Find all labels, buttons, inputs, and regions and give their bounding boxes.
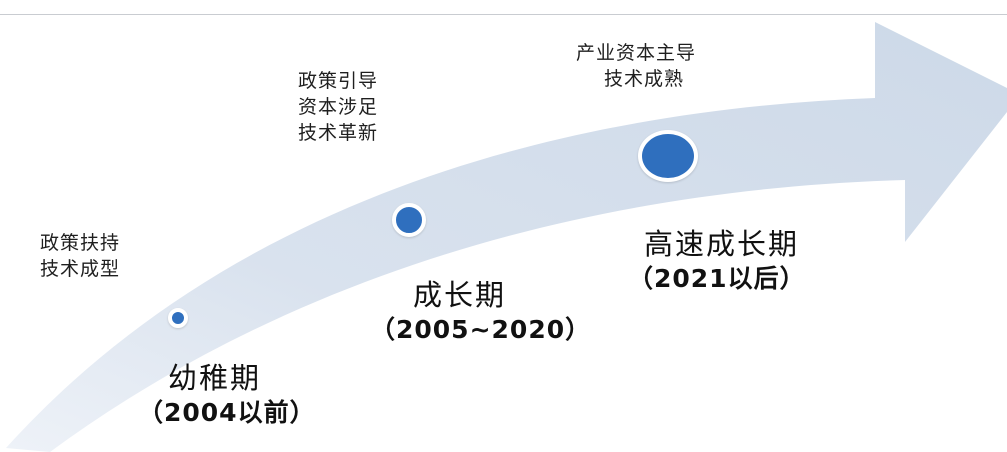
stage-3-name: 高速成长期 [644,227,800,261]
top-divider [0,14,1007,15]
stage-1-name: 幼稚期 [168,361,262,395]
stage-3-note-2: 技术成熟 [604,68,685,90]
stage-2-years: （2005~2020） [370,315,592,344]
stage-2-marker [392,203,426,237]
stage-1-years: （2004以前） [138,398,316,427]
stage-1-note-1: 政策扶持 [40,232,121,254]
stage-1-marker [168,308,188,328]
stage-2-note-3: 技术革新 [298,122,379,144]
stage-2-name: 成长期 [413,278,507,312]
stage-1-note-2: 技术成型 [40,258,121,280]
stage-3-note-1: 产业资本主导 [576,42,697,64]
stage-2-notes: 政策引导 资本涉足 技术革新 [298,68,378,146]
stage-1-notes: 政策扶持 技术成型 [40,230,120,282]
stage-3-marker [638,130,698,182]
stage-2-note-2: 资本涉足 [298,96,379,118]
stage-2-note-1: 政策引导 [298,70,379,92]
growth-arrow [6,22,1007,452]
stage-3-years: （2021以后） [628,264,806,293]
stage-3-notes: 产业资本主导 技术成熟 [576,40,696,92]
